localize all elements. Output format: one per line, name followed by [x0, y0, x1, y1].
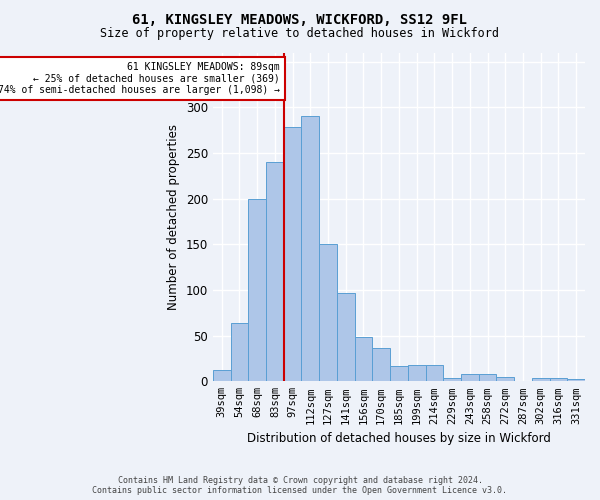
Bar: [373, 348, 390, 382]
Bar: [408, 365, 425, 382]
Bar: [496, 376, 514, 382]
Bar: [248, 198, 266, 382]
Bar: [532, 378, 550, 382]
Y-axis label: Number of detached properties: Number of detached properties: [167, 124, 180, 310]
Bar: [337, 292, 355, 382]
Bar: [425, 365, 443, 382]
Bar: [479, 374, 496, 382]
Text: 61 KINGSLEY MEADOWS: 89sqm
← 25% of detached houses are smaller (369)
74% of sem: 61 KINGSLEY MEADOWS: 89sqm ← 25% of deta…: [0, 62, 280, 95]
Bar: [461, 374, 479, 382]
Bar: [390, 366, 408, 382]
Bar: [355, 336, 373, 382]
Bar: [266, 162, 284, 382]
Text: 61, KINGSLEY MEADOWS, WICKFORD, SS12 9FL: 61, KINGSLEY MEADOWS, WICKFORD, SS12 9FL: [133, 12, 467, 26]
Bar: [319, 244, 337, 382]
Bar: [550, 378, 567, 382]
Bar: [230, 323, 248, 382]
Text: Size of property relative to detached houses in Wickford: Size of property relative to detached ho…: [101, 28, 499, 40]
Bar: [567, 378, 585, 382]
Bar: [301, 116, 319, 382]
Bar: [443, 378, 461, 382]
Text: Contains HM Land Registry data © Crown copyright and database right 2024.
Contai: Contains HM Land Registry data © Crown c…: [92, 476, 508, 495]
Bar: [213, 370, 230, 382]
X-axis label: Distribution of detached houses by size in Wickford: Distribution of detached houses by size …: [247, 432, 551, 445]
Bar: [284, 128, 301, 382]
